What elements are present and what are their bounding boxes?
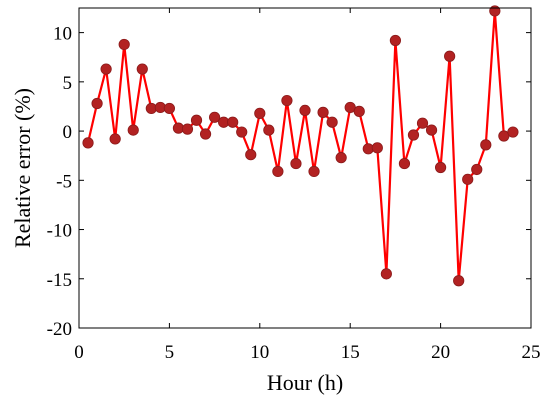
data-point [245, 149, 257, 161]
data-point [434, 161, 447, 174]
data-point [489, 5, 501, 17]
data-point [308, 165, 320, 178]
x-tick-label: 5 [165, 342, 175, 363]
y-axis-title: Relative error (%) [10, 88, 35, 248]
data-point [190, 114, 203, 126]
y-tick-label: -15 [47, 270, 72, 291]
y-tick-label: -20 [47, 319, 72, 340]
data-point [199, 128, 212, 140]
data-point [389, 34, 401, 47]
data-point [181, 123, 194, 135]
data-point [444, 50, 456, 62]
y-tick-label: -10 [47, 221, 72, 242]
data-point [380, 268, 392, 280]
data-point [100, 63, 112, 75]
data-point [272, 165, 284, 178]
data-point [425, 124, 438, 136]
data-point [462, 173, 474, 185]
data-point [263, 124, 275, 136]
data-point [163, 102, 175, 115]
data-point [281, 94, 293, 107]
tick-labels: 0 5 10 15 20 25 10 5 0 -5 -10 -15 -20 [47, 24, 541, 363]
x-tick-label: 20 [431, 342, 450, 363]
data-point [109, 133, 121, 145]
data-point [407, 129, 420, 141]
data-point [416, 117, 429, 129]
data-point [91, 97, 103, 110]
data-point [236, 126, 248, 138]
plot-frame [78, 7, 532, 329]
data-point [136, 63, 148, 75]
x-axis-title: Hour (h) [267, 370, 343, 395]
data-point [317, 106, 329, 118]
y-tick-label: -5 [56, 171, 72, 192]
data-point [254, 107, 266, 119]
y-tick-label: 10 [53, 24, 72, 45]
data-point [371, 142, 383, 154]
x-tick-label: 25 [522, 342, 541, 363]
data-point [209, 111, 221, 123]
data-point [299, 104, 311, 117]
data-point [398, 157, 411, 170]
y-tick-label: 5 [63, 73, 73, 94]
data-point [326, 116, 338, 128]
x-tick-label: 15 [341, 342, 360, 363]
data-point [453, 275, 465, 287]
data-point [127, 124, 139, 136]
x-tick-label: 0 [74, 342, 84, 363]
data-point [480, 139, 492, 151]
data-point [507, 126, 519, 138]
data-point [82, 137, 94, 149]
data-point [227, 116, 239, 128]
data-point [353, 105, 365, 117]
data-point [290, 157, 302, 170]
data-point [335, 152, 347, 164]
x-tick-label: 10 [250, 342, 269, 363]
y-tick-label: 0 [63, 122, 73, 143]
data-point [118, 38, 130, 51]
plot-area [82, 5, 519, 287]
data-point [471, 163, 483, 176]
